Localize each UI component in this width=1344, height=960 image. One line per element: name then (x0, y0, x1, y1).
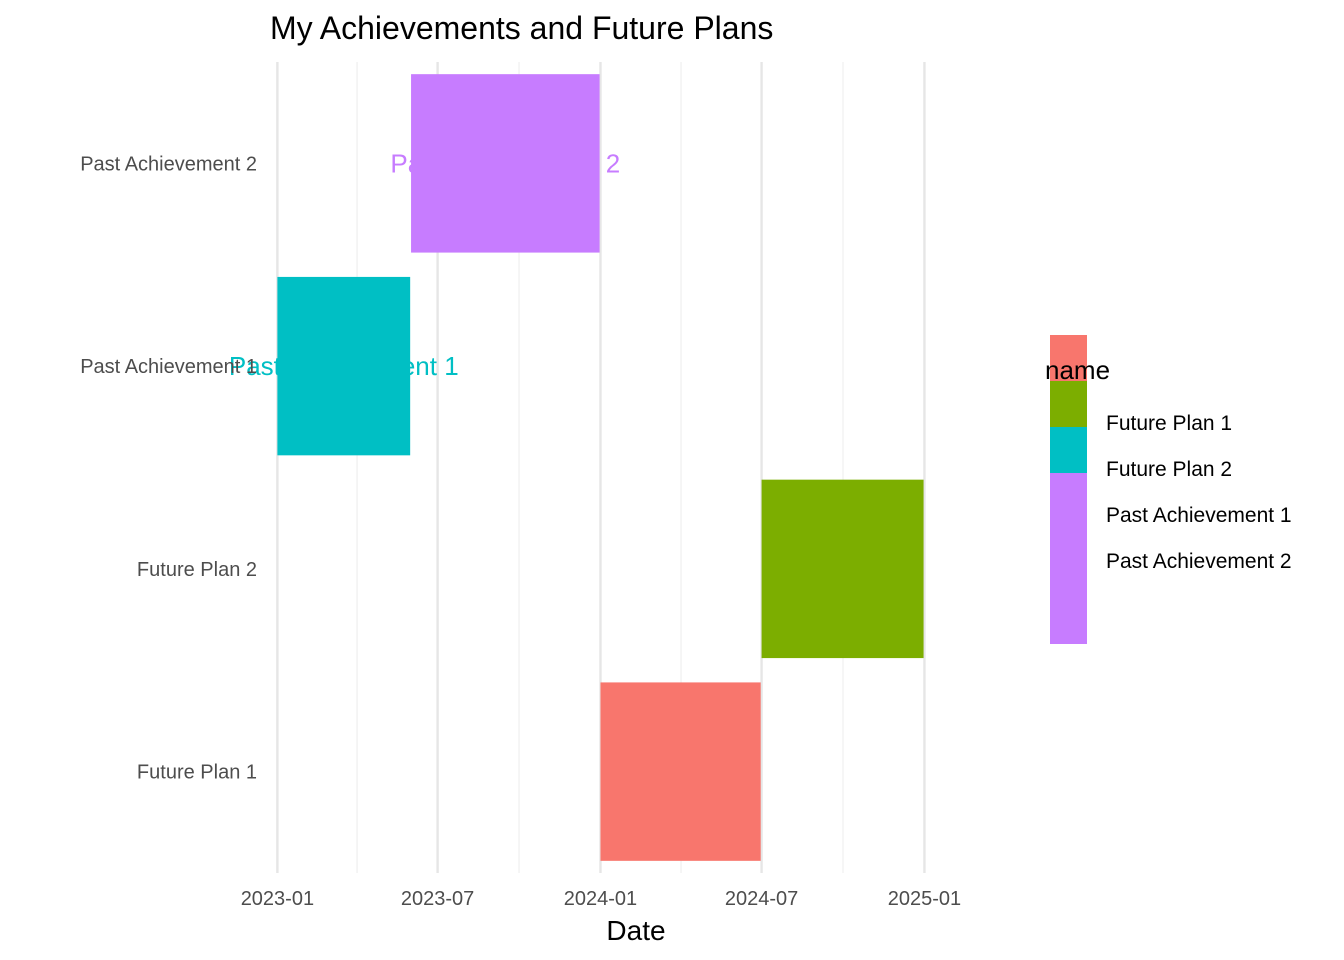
x-axis-title: Date (606, 915, 665, 946)
x-tick-label: 2024-01 (564, 888, 637, 910)
gantt-bar (600, 682, 761, 861)
gantt-bar (277, 276, 411, 456)
chart-title: My Achievements and Future Plans (270, 10, 773, 46)
legend-key (1050, 381, 1087, 427)
legend-key (1050, 335, 1087, 381)
y-tick-label: Future Plan 1 (137, 762, 257, 784)
x-tick-label: 2023-01 (241, 888, 314, 910)
x-tick-label: 2024-07 (725, 888, 798, 910)
legend: name Future Plan 1 Future Plan 2 Past Achi… (1045, 335, 1292, 644)
x-axis-tick-labels: 2023-01 2023-07 2024-01 2024-07 2025-01 (241, 888, 961, 910)
y-tick-label: Past Achievement 2 (80, 153, 257, 175)
legend-label: Future Plan 2 (1106, 458, 1232, 481)
legend-keys (1050, 335, 1087, 644)
legend-label: Past Achievement 2 (1106, 550, 1292, 573)
y-tick-label: Past Achievement 1 (80, 356, 257, 378)
legend-title: name (1045, 355, 1110, 385)
bars (277, 74, 924, 861)
y-tick-label: Future Plan 2 (137, 559, 257, 581)
gantt-bar (761, 479, 924, 659)
legend-labels: Future Plan 1 Future Plan 2 Past Achieveme… (1106, 412, 1292, 573)
legend-label: Future Plan 1 (1106, 412, 1232, 435)
legend-label: Past Achievement 1 (1106, 504, 1292, 527)
legend-key (1050, 473, 1087, 644)
x-tick-label: 2023-07 (401, 888, 474, 910)
legend-key (1050, 427, 1087, 473)
x-tick-label: 2025-01 (888, 888, 961, 910)
y-axis-tick-labels: Future Plan 1 Future Plan 2 Past Achieveme… (80, 153, 257, 783)
gantt-bar (411, 74, 600, 253)
